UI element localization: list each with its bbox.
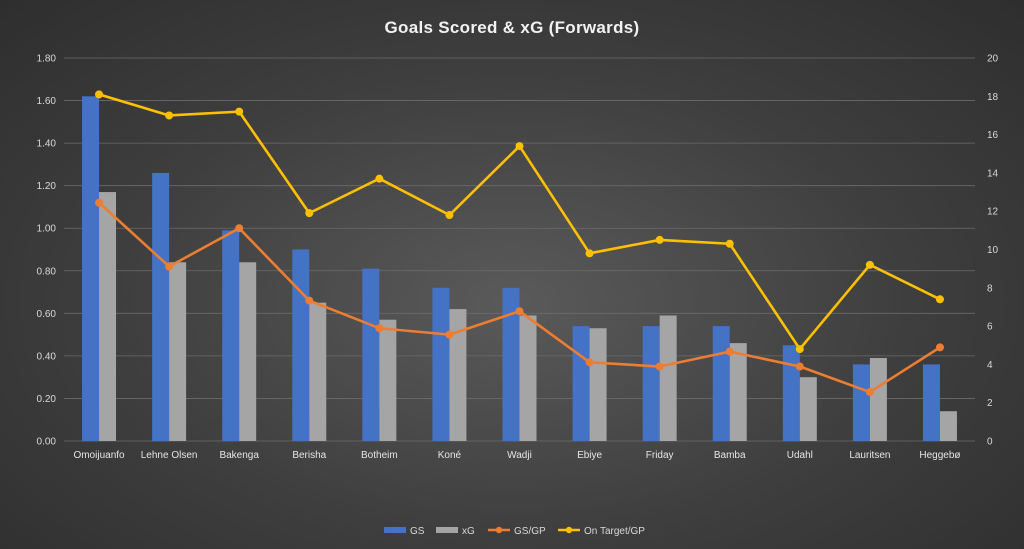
point-on-target-gp — [305, 209, 314, 218]
bar-gs — [432, 287, 450, 441]
bar-xg — [799, 377, 817, 441]
point-gs-gp — [375, 324, 384, 333]
bar-gs — [642, 326, 660, 441]
bar-xg — [939, 411, 957, 441]
point-gs-gp — [655, 362, 664, 371]
bar-xg — [309, 302, 327, 441]
point-on-target-gp — [795, 345, 804, 354]
y-left-tick-label: 0.20 — [37, 394, 57, 405]
y-left-tick-label: 1.20 — [37, 181, 57, 192]
x-category-label: Heggebø — [919, 450, 960, 461]
x-category-label: Omoijuanfo — [73, 450, 125, 461]
legend-swatch — [436, 527, 458, 533]
bar-xg — [99, 192, 117, 441]
point-on-target-gp — [725, 239, 734, 248]
y-left-tick-label: 0.80 — [37, 266, 57, 277]
point-on-target-gp — [865, 260, 874, 269]
legend-swatch — [384, 527, 406, 533]
bar-gs — [502, 287, 520, 441]
bar-gs — [782, 345, 800, 441]
point-gs-gp — [305, 296, 314, 305]
y-left-tick-label: 1.60 — [37, 96, 57, 107]
legend-label: xG — [462, 526, 475, 537]
bar-xg — [169, 262, 187, 441]
y-right-tick-label: 0 — [987, 437, 993, 448]
point-gs-gp — [445, 330, 454, 339]
y-left-tick-label: 1.00 — [37, 224, 57, 235]
y-right-tick-label: 18 — [987, 92, 999, 103]
chart-title: Goals Scored & xG (Forwards) — [384, 18, 640, 37]
bar-xg — [519, 315, 537, 441]
y-left-tick-label: 0.00 — [37, 437, 57, 448]
x-category-label: Friday — [646, 450, 674, 461]
bar-gs — [922, 364, 940, 441]
legend-label: GS/GP — [514, 526, 546, 537]
x-category-label: Berisha — [292, 450, 326, 461]
bar-xg — [589, 328, 607, 441]
y-right-tick-label: 20 — [987, 54, 999, 65]
point-gs-gp — [725, 347, 734, 356]
y-right-tick-label: 6 — [987, 322, 993, 333]
bar-gs — [222, 230, 240, 441]
y-right-tick-label: 10 — [987, 245, 999, 256]
bar-xg — [729, 343, 747, 441]
point-gs-gp — [165, 262, 174, 271]
point-on-target-gp — [375, 174, 384, 183]
point-gs-gp — [795, 362, 804, 371]
point-on-target-gp — [655, 235, 664, 244]
bar-xg — [869, 358, 887, 441]
bar-xg — [239, 262, 257, 441]
y-right-tick-label: 8 — [987, 283, 993, 294]
y-right-tick-label: 14 — [987, 168, 999, 179]
y-left-tick-label: 0.40 — [37, 351, 57, 362]
legend-label: On Target/GP — [584, 526, 645, 537]
bar-xg — [379, 319, 397, 441]
point-on-target-gp — [235, 107, 244, 116]
x-category-label: Udahl — [787, 450, 813, 461]
bar-gs — [292, 249, 310, 441]
point-on-target-gp — [445, 211, 454, 220]
point-on-target-gp — [95, 90, 104, 99]
legend-marker — [565, 526, 573, 534]
x-category-label: Bakenga — [219, 450, 259, 461]
y-right-tick-label: 12 — [987, 207, 999, 218]
point-on-target-gp — [935, 295, 944, 304]
point-on-target-gp — [165, 111, 174, 120]
legend-label: GS — [410, 526, 425, 537]
point-gs-gp — [235, 224, 244, 233]
point-gs-gp — [95, 198, 104, 207]
bar-gs — [712, 326, 730, 441]
point-gs-gp — [935, 343, 944, 352]
x-category-label: Bamba — [714, 450, 746, 461]
y-right-tick-label: 2 — [987, 398, 993, 409]
y-left-tick-label: 1.40 — [37, 139, 57, 150]
point-gs-gp — [585, 358, 594, 367]
x-category-label: Botheim — [361, 450, 398, 461]
bar-gs — [362, 268, 380, 441]
x-category-label: Lauritsen — [849, 450, 890, 461]
legend-marker — [495, 526, 503, 534]
point-on-target-gp — [585, 249, 594, 258]
x-category-label: Wadji — [507, 450, 532, 461]
bar-xg — [449, 309, 467, 441]
y-right-tick-label: 4 — [987, 360, 993, 371]
bar-gs — [572, 326, 590, 441]
point-on-target-gp — [515, 142, 524, 151]
y-right-tick-label: 16 — [987, 130, 999, 141]
bar-gs — [152, 172, 170, 441]
bar-gs — [82, 96, 100, 442]
point-gs-gp — [515, 307, 524, 316]
bar-xg — [659, 315, 677, 441]
x-category-label: Koné — [438, 450, 462, 461]
y-left-tick-label: 1.80 — [37, 54, 57, 65]
bar-gs — [852, 364, 870, 441]
x-category-label: Ebiye — [577, 450, 602, 461]
y-left-tick-label: 0.60 — [37, 309, 57, 320]
x-category-label: Lehne Olsen — [141, 450, 198, 461]
point-gs-gp — [865, 388, 874, 397]
